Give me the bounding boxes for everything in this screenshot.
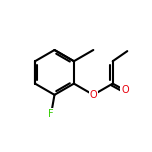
Text: O: O [121,85,129,95]
Text: F: F [48,109,54,119]
Text: O: O [90,90,97,100]
